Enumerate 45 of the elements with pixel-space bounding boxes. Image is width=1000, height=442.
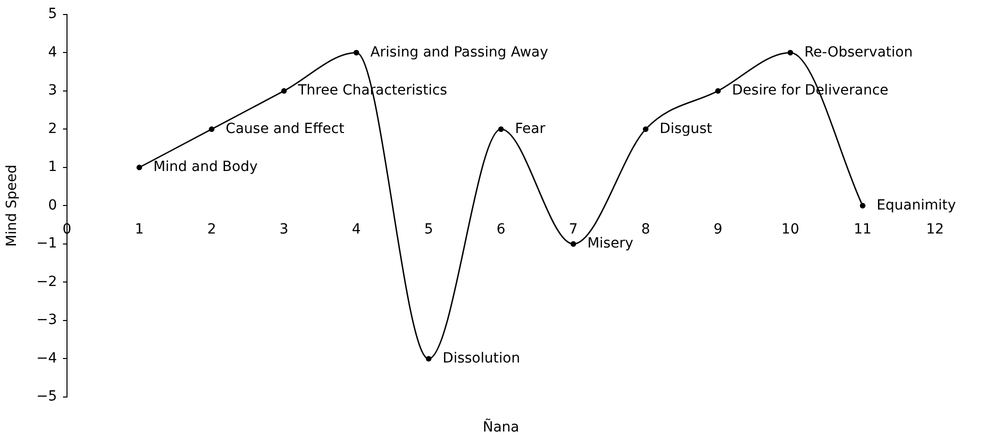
y-tick-label: 3 [48, 82, 57, 99]
x-tick-label: 2 [207, 222, 216, 238]
y-tick-label: 1 [48, 159, 57, 176]
annotation: Misery [587, 236, 634, 252]
x-tick-label: 12 [926, 222, 944, 238]
point [498, 126, 504, 132]
y-tick-label: −5 [36, 388, 57, 405]
point [281, 88, 287, 94]
annotation: Cause and Effect [226, 120, 345, 137]
annotation: Equanimity [876, 197, 956, 214]
x-tick-label: 11 [854, 222, 872, 238]
x-tick-label: 3 [280, 222, 288, 238]
x-tick-label: 9 [714, 222, 722, 238]
point [570, 241, 576, 247]
point [136, 164, 142, 170]
y-tick-label: 2 [48, 120, 57, 137]
point [426, 356, 432, 362]
y-tick-label: 0 [48, 197, 57, 214]
x-tick-label: 10 [781, 222, 800, 238]
y-tick-label: 4 [48, 44, 58, 60]
y-tick-label: −2 [36, 274, 57, 290]
point [715, 88, 721, 94]
x-tick-label: 6 [496, 222, 506, 238]
y-tick-label: 5 [48, 6, 57, 22]
point [208, 126, 214, 132]
annotation: Fear [515, 120, 546, 137]
y-tick-label: −3 [36, 312, 57, 328]
annotation: Mind and Body [153, 159, 258, 176]
y-axis-title: Mind Speed [4, 164, 20, 247]
annotation: Re-Observation [804, 44, 913, 60]
x-tick-label: 8 [641, 222, 650, 238]
y-tick-label: −4 [36, 350, 58, 366]
x-tick-label: 1 [134, 222, 144, 238]
annotation: Dissolution [442, 350, 520, 366]
annotation: Arising and Passing Away [370, 44, 548, 60]
point [860, 202, 866, 208]
annotation: Disgust [660, 120, 713, 137]
point [788, 50, 794, 56]
x-tick-label: 4 [352, 222, 361, 238]
y-tick-label: −1 [36, 236, 57, 252]
point [642, 126, 648, 132]
x-tick-label: 5 [424, 222, 434, 238]
x-axis-title: Ñana [482, 418, 520, 436]
point [354, 50, 360, 56]
x-tick-label: 7 [568, 222, 578, 238]
